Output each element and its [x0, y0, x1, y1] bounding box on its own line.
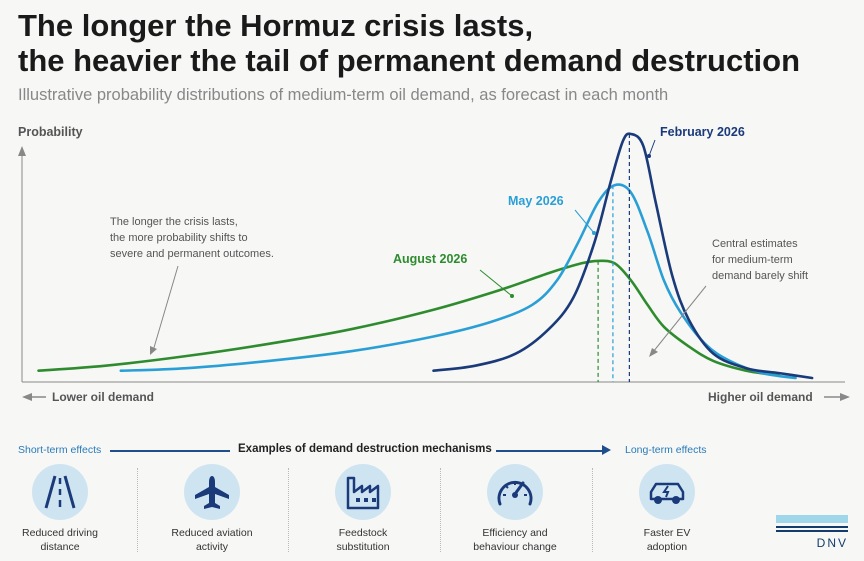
gauge-icon: [487, 464, 543, 520]
chart-title: The longer the Hormuz crisis lasts, the …: [18, 8, 858, 78]
mechanisms-row: Short-term effects Examples of demand de…: [0, 440, 864, 561]
series-line: [432, 132, 814, 380]
electric-car-icon: [639, 464, 695, 520]
mechanisms-line-left: [110, 450, 230, 452]
series-label: August 2026: [393, 252, 467, 266]
mechanism-label-2a: Reduced aviation: [171, 527, 253, 539]
series-line: [37, 259, 781, 377]
separator: [288, 468, 289, 552]
mechanism-reduced-aviation: Reduced aviation activity: [152, 464, 272, 554]
mechanism-label-3b: substitution: [336, 541, 390, 553]
annotation-left-arrow-icon: [150, 346, 157, 355]
mechanism-label-5a: Faster EV: [643, 527, 691, 539]
mechanism-label-3a: Feedstock: [338, 527, 388, 539]
chart-subtitle: Illustrative probability distributions o…: [18, 86, 669, 104]
long-term-label: Long-term effects: [625, 444, 707, 456]
series-label-pointer: [648, 139, 656, 157]
series-label-pointer: [574, 209, 595, 234]
series-label: May 2026: [508, 194, 564, 208]
separator: [592, 468, 593, 552]
series-label-dot: [647, 154, 651, 158]
mechanism-label-1b: distance: [40, 541, 80, 553]
annotation-right-pointer: [652, 285, 707, 353]
mechanism-feedstock: Feedstock substitution: [303, 464, 423, 554]
right-arrow-icon: [840, 393, 850, 401]
mechanisms-title: Examples of demand destruction mechanism…: [238, 443, 492, 455]
mechanism-efficiency: Efficiency and behaviour change: [455, 464, 575, 554]
series-label-dot: [510, 294, 514, 298]
series-label-pointer: [479, 269, 513, 297]
mechanism-reduced-driving: Reduced driving distance: [0, 464, 120, 554]
x-left-label: Lower oil demand: [52, 390, 154, 404]
y-axis-arrow-icon: [18, 146, 26, 156]
mechanism-label-2b: activity: [195, 541, 229, 553]
title-line-2: the heavier the tail of permanent demand…: [18, 43, 801, 78]
mechanism-ev-adoption: Faster EV adoption: [607, 464, 727, 554]
y-axis-label: Probability: [18, 125, 83, 139]
annotation-right: Central estimates for medium-term demand…: [712, 238, 808, 282]
mechanisms-arrow-icon: [602, 445, 611, 455]
mechanism-label-4a: Efficiency and: [482, 527, 548, 539]
series-label-dot: [592, 231, 596, 235]
airplane-icon: [184, 464, 240, 520]
annotation-left: The longer the crisis lasts, the more pr…: [110, 216, 274, 260]
mechanism-label-5b: adoption: [646, 541, 688, 553]
mechanism-label-4b: behaviour change: [473, 541, 557, 553]
mechanisms-line-right: [496, 450, 604, 452]
title-line-1: The longer the Hormuz crisis lasts,: [18, 8, 534, 43]
annotation-left-pointer: [152, 265, 179, 352]
road-icon: [32, 464, 88, 520]
left-arrow-icon: [22, 393, 32, 401]
short-term-label: Short-term effects: [18, 444, 102, 456]
separator: [137, 468, 138, 552]
separator: [440, 468, 441, 552]
annotation-right-arrow-icon: [649, 348, 658, 357]
mechanism-label-1a: Reduced driving: [22, 527, 98, 539]
dnv-logo: DNV: [776, 515, 848, 550]
logo-text: DNV: [816, 535, 848, 550]
factory-icon: [335, 464, 391, 520]
series-label: February 2026: [660, 125, 745, 139]
x-right-label: Higher oil demand: [708, 390, 813, 404]
chart-svg: Probability February 2026 May 2026 August …: [18, 125, 850, 404]
